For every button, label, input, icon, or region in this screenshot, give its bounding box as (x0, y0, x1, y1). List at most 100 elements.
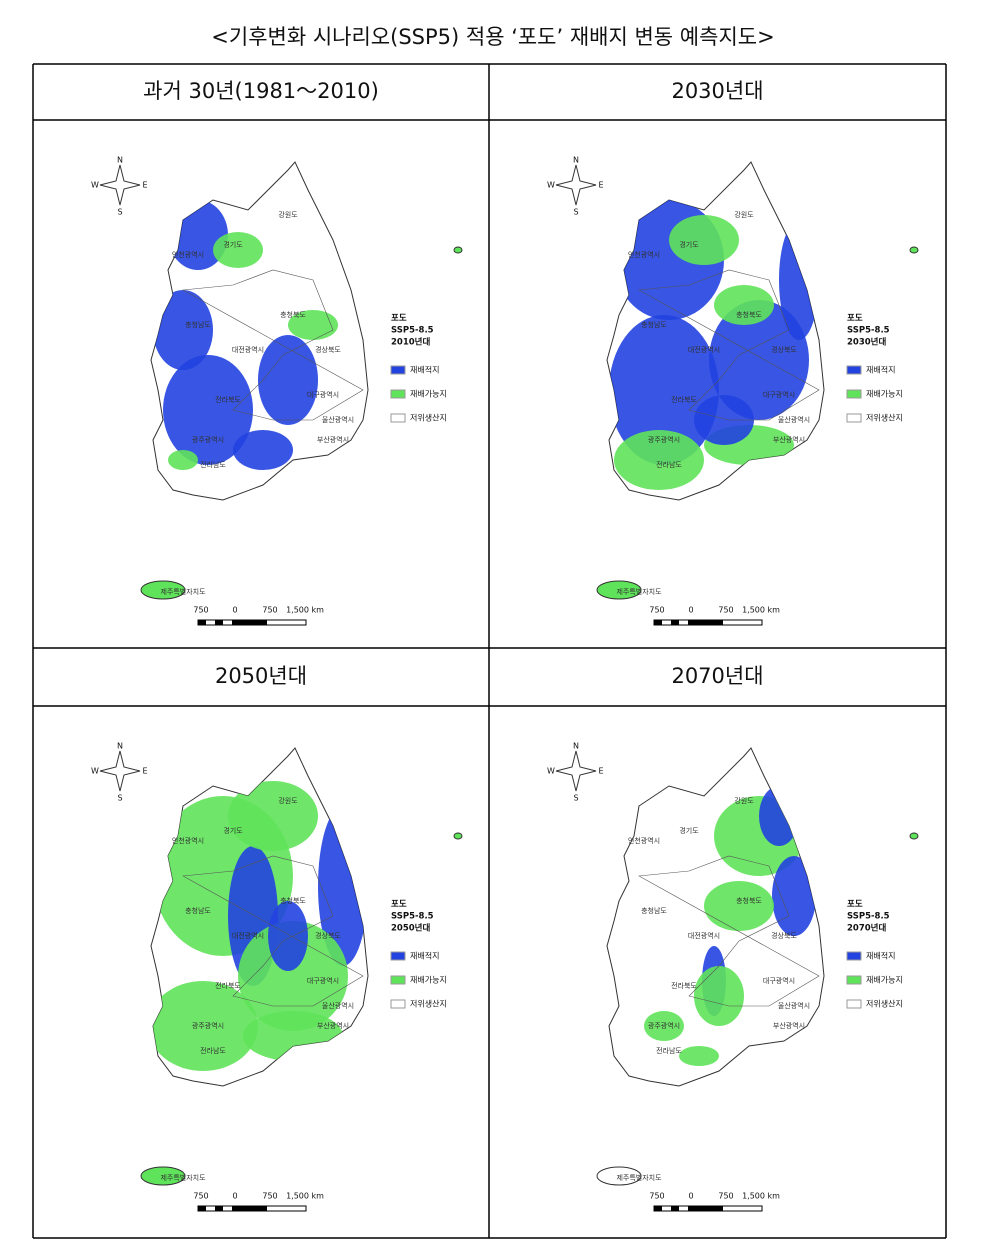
compass-label: E (142, 767, 147, 776)
suitability-layer (609, 200, 819, 490)
region-label: 충청남도 (185, 906, 211, 915)
ulleungdo (909, 832, 919, 840)
legend-swatch (390, 999, 406, 1009)
region-label: 경기도 (223, 240, 243, 249)
region-label: 경상북도 (771, 931, 797, 940)
suitability-area (243, 1011, 343, 1061)
panel-header: 2070년대 (671, 664, 763, 688)
legend-label: 재배가능지 (410, 390, 447, 399)
region-label: 인천광역시 (172, 250, 204, 259)
panel-header: 과거 30년(1981～2010) (143, 79, 379, 103)
region-label: 강원도 (734, 796, 754, 805)
compass-label: W (91, 181, 99, 190)
region-label: 충청남도 (185, 320, 211, 329)
compass-label: E (142, 181, 147, 190)
suitability-area (694, 395, 754, 445)
suitability-area (772, 856, 816, 936)
region-label: 대구광역시 (763, 976, 795, 985)
scale-label: 750 (262, 1192, 277, 1201)
scale-bar-segment (654, 620, 662, 625)
scale-label: 750 (718, 606, 733, 615)
suitability-area (153, 290, 213, 370)
region-label: 대전광역시 (688, 345, 720, 354)
legend-heading: SSP5-8.5 (847, 326, 890, 336)
scale-label: 0 (232, 1192, 237, 1201)
legend-swatch (390, 413, 406, 423)
region-label: 전라북도 (215, 395, 241, 404)
legend-swatch (846, 389, 862, 399)
region-label: 경기도 (223, 826, 243, 835)
region-label: 충청북도 (736, 310, 762, 319)
scale-label: 750 (193, 606, 208, 615)
region-label: 울산광역시 (778, 415, 810, 424)
province-borders (182, 855, 364, 1007)
scale-label: 1,500 km (742, 1192, 780, 1201)
legend-label: 재배가능지 (410, 976, 447, 985)
suitability-layer (151, 781, 368, 1071)
scale-bar-segment (215, 1206, 223, 1211)
region-label: 강원도 (278, 210, 298, 219)
region-label: 경상북도 (315, 931, 341, 940)
legend-heading: SSP5-8.5 (391, 326, 434, 336)
region-label: 제주특별자치도 (616, 1173, 662, 1182)
scale-bar-segment (671, 1206, 679, 1211)
panel-header: 2030년대 (671, 79, 763, 103)
legend-swatch (846, 999, 862, 1009)
province-borders (638, 855, 820, 1007)
region-label: 부산광역시 (773, 435, 805, 444)
legend-swatch (846, 365, 862, 375)
ulleungdo (453, 246, 463, 254)
suitability-layer (644, 786, 816, 1066)
scale-bar-segment (215, 620, 223, 625)
region-label: 전라남도 (200, 1046, 226, 1055)
suitability-area (233, 430, 293, 470)
suitability-area (614, 430, 704, 490)
legend-label: 저위생산지 (866, 999, 903, 1009)
legend-heading: 포도 (847, 314, 863, 324)
region-label: 전라북도 (671, 395, 697, 404)
scale-label: 0 (232, 606, 237, 615)
scale-label: 1,500 km (286, 606, 324, 615)
ulleungdo (453, 832, 463, 840)
compass-label: N (117, 742, 123, 751)
legend-label: 재배적지 (410, 365, 439, 375)
suitability-area (213, 232, 263, 268)
scale-label: 750 (193, 1192, 208, 1201)
suitability-area (163, 355, 253, 465)
province-borders (182, 269, 364, 421)
scale-bar-segment (654, 1206, 662, 1211)
scale-bar-segment (232, 620, 267, 625)
suitability-area (644, 1011, 684, 1041)
scale-bar-segment (688, 1206, 723, 1211)
suitability-area (238, 921, 348, 1031)
legend-label: 재배가능지 (866, 390, 903, 399)
suitability-area (709, 300, 809, 420)
legend-swatch (846, 975, 862, 985)
legend-heading: 2030년대 (847, 337, 886, 348)
region-label: 경상북도 (771, 345, 797, 354)
compass-rose (99, 750, 141, 792)
region-label: 광주광역시 (648, 435, 680, 444)
region-label: 제주특별자치도 (160, 1173, 206, 1182)
compass-label: W (91, 767, 99, 776)
region-label: 대구광역시 (307, 976, 339, 985)
suitability-area (704, 881, 774, 931)
region-label: 충청남도 (641, 320, 667, 329)
compass-label: N (117, 156, 123, 165)
region-label: 울산광역시 (778, 1001, 810, 1010)
scale-bar-segment (198, 620, 206, 625)
scale-bar-segment (232, 1206, 267, 1211)
region-label: 부산광역시 (317, 1021, 349, 1030)
scale-bar-segment (671, 620, 679, 625)
scale-label: 1,500 km (286, 1192, 324, 1201)
legend-label: 재배적지 (410, 951, 439, 961)
region-label: 경기도 (679, 240, 699, 249)
region-label: 경상북도 (315, 345, 341, 354)
compass-rose (99, 164, 141, 206)
region-label: 대전광역시 (232, 931, 264, 940)
legend-label: 재배적지 (866, 951, 895, 961)
